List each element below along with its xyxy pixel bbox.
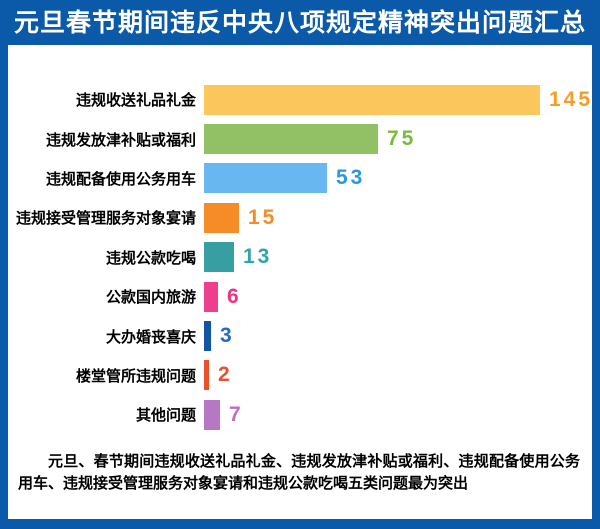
value-label: 3 xyxy=(220,324,235,348)
page-title: 元旦春节期间违反中央八项规定精神突出问题汇总 xyxy=(13,9,586,37)
bar xyxy=(204,281,218,312)
category-label: 其他问题 xyxy=(135,407,196,425)
chart-row: 违规发放津补贴或福利 75 xyxy=(8,119,592,158)
category-label: 楼堂管所违规问题 xyxy=(75,367,196,385)
chart-row: 违规接受管理服务对象宴请 15 xyxy=(8,198,592,237)
category-label: 大办婚丧喜庆 xyxy=(105,328,196,346)
value-label: 53 xyxy=(336,166,366,190)
category-label: 违规收送礼品礼金 xyxy=(75,92,196,110)
chart-row: 楼堂管所违规问题 2 xyxy=(8,356,592,395)
value-label: 145 xyxy=(549,87,594,111)
value-label: 13 xyxy=(243,245,273,269)
bar xyxy=(204,84,540,115)
chart-row: 违规收送礼品礼金 145 xyxy=(8,80,592,119)
value-label: 15 xyxy=(248,205,278,229)
chart-row: 其他问题 7 xyxy=(8,395,592,434)
category-label: 违规发放津补贴或福利 xyxy=(45,131,196,149)
bar xyxy=(204,360,209,391)
value-label: 6 xyxy=(227,284,242,308)
bar xyxy=(204,163,327,194)
chart-row: 违规公款吃喝 13 xyxy=(8,238,592,277)
value-label: 7 xyxy=(229,402,244,426)
chart-panel: 违规收送礼品礼金 145 违规发放津补贴或福利 75 违规配备使用公务用车 53 违规接受管… xyxy=(8,45,592,519)
chart-row: 公款国内旅游 6 xyxy=(8,277,592,316)
bar-chart: 违规收送礼品礼金 145 违规发放津补贴或福利 75 违规配备使用公务用车 53 违规接受管… xyxy=(8,80,592,435)
chart-row: 违规配备使用公务用车 53 xyxy=(8,159,592,198)
summary-text: 元旦、春节期间违规收送礼品礼金、违规发放津补贴或福利、违规配备使用公务用车、违规… xyxy=(18,453,580,492)
bar xyxy=(204,202,239,233)
category-label: 公款国内旅游 xyxy=(105,289,196,307)
bar xyxy=(204,242,234,273)
value-label: 75 xyxy=(387,127,417,151)
bar xyxy=(204,321,211,352)
value-label: 2 xyxy=(218,363,233,387)
bar xyxy=(204,124,378,155)
category-label: 违规配备使用公务用车 xyxy=(45,170,196,188)
category-label: 违规公款吃喝 xyxy=(105,249,196,267)
bar xyxy=(204,399,220,430)
chart-row: 大办婚丧喜庆 3 xyxy=(8,316,592,355)
category-label: 违规接受管理服务对象宴请 xyxy=(15,210,196,228)
